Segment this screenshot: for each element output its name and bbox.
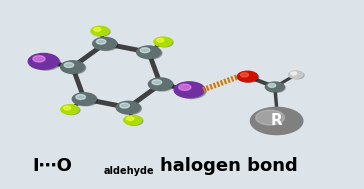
Circle shape (94, 28, 101, 31)
Circle shape (127, 117, 134, 121)
Circle shape (291, 72, 297, 75)
Circle shape (76, 94, 86, 99)
Circle shape (240, 72, 259, 82)
Text: R: R (271, 113, 282, 129)
Circle shape (267, 83, 285, 92)
Text: I⋯O: I⋯O (33, 157, 73, 175)
Circle shape (237, 71, 258, 82)
Circle shape (116, 101, 140, 114)
Circle shape (96, 39, 106, 44)
Circle shape (154, 37, 172, 46)
Circle shape (75, 94, 98, 106)
Circle shape (151, 79, 174, 91)
Text: aldehyde: aldehyde (104, 166, 154, 176)
Circle shape (63, 62, 86, 74)
Circle shape (95, 39, 118, 50)
Circle shape (179, 84, 191, 91)
Circle shape (126, 116, 143, 125)
Text: halogen bond: halogen bond (160, 157, 298, 175)
Circle shape (256, 110, 285, 125)
Circle shape (93, 27, 110, 36)
Circle shape (268, 83, 276, 87)
Circle shape (136, 46, 161, 58)
Circle shape (174, 82, 205, 98)
Circle shape (93, 37, 117, 50)
Circle shape (149, 78, 173, 90)
Circle shape (28, 53, 59, 69)
Circle shape (63, 106, 80, 115)
Circle shape (157, 38, 164, 42)
Circle shape (31, 55, 60, 70)
Circle shape (290, 72, 304, 79)
Circle shape (152, 80, 162, 85)
Circle shape (64, 106, 71, 110)
Circle shape (64, 63, 74, 67)
Circle shape (119, 103, 142, 114)
Circle shape (156, 38, 173, 47)
Circle shape (139, 47, 162, 59)
Circle shape (120, 103, 130, 108)
Circle shape (289, 71, 303, 78)
Circle shape (60, 61, 84, 73)
Circle shape (61, 105, 79, 114)
Circle shape (124, 115, 142, 125)
Circle shape (140, 48, 150, 53)
Circle shape (265, 82, 284, 92)
Circle shape (240, 73, 249, 77)
Circle shape (250, 107, 303, 135)
Circle shape (33, 56, 45, 62)
Circle shape (177, 84, 206, 98)
Circle shape (72, 93, 96, 105)
Circle shape (91, 26, 109, 36)
